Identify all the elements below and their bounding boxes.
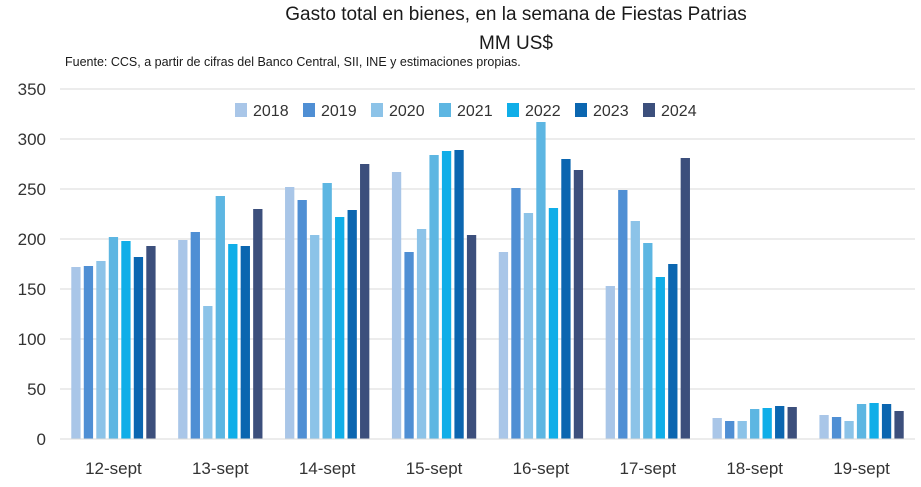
y-tick-label: 250: [18, 180, 46, 199]
bar: [561, 159, 571, 439]
bar: [573, 170, 584, 439]
y-tick-label: 200: [18, 230, 46, 249]
bar: [894, 411, 904, 439]
legend-label: 2022: [525, 103, 561, 120]
bar: [441, 151, 452, 439]
y-axis: 0 50 100 150 200 250 300 350: [18, 80, 46, 449]
bar: [83, 266, 94, 439]
legend-label: 2020: [389, 103, 425, 120]
x-tick-label: 15-sept: [406, 459, 463, 478]
y-tick-label: 100: [18, 330, 46, 349]
bar: [655, 277, 665, 439]
legend-swatch: [371, 103, 383, 117]
bar: [454, 150, 464, 439]
legend-swatch: [303, 103, 315, 117]
bar: [146, 246, 156, 439]
bar: [536, 122, 546, 439]
bar: [881, 404, 892, 439]
bar: [775, 406, 785, 439]
legend-swatch: [575, 103, 587, 117]
bar: [844, 421, 854, 439]
chart-title: Gasto total en bienes, en la semana de F…: [285, 4, 747, 25]
x-axis: 12-sept 13-sept 14-sept 15-sept 16-sept 17-se…: [60, 438, 915, 478]
legend-swatch: [507, 103, 519, 117]
bar: [71, 267, 81, 439]
bar: [668, 264, 678, 439]
bar: [869, 403, 879, 439]
bar: [360, 164, 370, 439]
bar: [404, 252, 414, 439]
bar: [511, 188, 521, 439]
bar: [347, 210, 357, 439]
bar: [416, 229, 427, 439]
chart-source: Fuente: CCS, a partir de cifras del Banc…: [65, 55, 521, 69]
y-tick-label: 350: [18, 80, 46, 99]
bar: [605, 286, 615, 439]
bar: [285, 187, 295, 439]
legend-label: 2019: [321, 103, 357, 120]
gridlines: [60, 88, 915, 390]
bar: [630, 221, 640, 439]
bar: [253, 209, 263, 439]
bar: [523, 213, 534, 439]
legend-label: 2018: [253, 103, 289, 120]
x-tick-label: 13-sept: [192, 459, 249, 478]
bar: [762, 408, 772, 439]
x-tick-label: 12-sept: [85, 459, 142, 478]
bar: [750, 409, 760, 439]
bar: [680, 158, 690, 439]
bar: [466, 235, 477, 439]
y-tick-label: 150: [18, 280, 46, 299]
bar: [819, 415, 829, 439]
x-tick-label: 16-sept: [513, 459, 570, 478]
bar: [498, 252, 509, 439]
chart-subtitle: MM US$: [479, 33, 553, 54]
y-tick-label: 50: [27, 380, 46, 399]
y-tick-label: 0: [37, 430, 46, 449]
bar: [429, 155, 439, 439]
legend-label: 2024: [661, 103, 697, 120]
x-tick-label: 18-sept: [726, 459, 783, 478]
y-tick-label: 300: [18, 130, 46, 149]
bar: [203, 306, 213, 439]
bar: [787, 407, 797, 439]
legend-swatch: [643, 103, 655, 117]
bar: [322, 183, 332, 439]
bar: [96, 261, 106, 439]
bar: [831, 417, 842, 439]
legend-swatch: [439, 103, 451, 117]
bar: [643, 243, 653, 439]
bar: [297, 200, 307, 439]
bar: [548, 208, 559, 439]
bar: [121, 241, 131, 439]
bar: [215, 196, 225, 439]
bar: [108, 237, 119, 439]
x-tick-label: 19-sept: [833, 459, 890, 478]
bars: [71, 122, 904, 439]
bar: [133, 257, 144, 439]
bar: [391, 172, 402, 439]
x-tick-label: 17-sept: [619, 459, 676, 478]
bar: [618, 190, 628, 439]
bar: [335, 217, 345, 439]
bar: [737, 421, 747, 439]
bar: [310, 235, 320, 439]
bar: [178, 240, 188, 439]
legend-label: 2021: [457, 103, 493, 120]
bar: [856, 404, 867, 439]
x-tick-label: 14-sept: [299, 459, 356, 478]
bar: [240, 246, 250, 439]
bar: [725, 421, 735, 439]
bar: [190, 232, 200, 439]
legend-swatch: [235, 103, 247, 117]
legend: 2018 2019 2020 2021 2022 2023 2024: [235, 103, 697, 120]
bar: [712, 418, 722, 439]
legend-label: 2023: [593, 103, 629, 120]
bar: [228, 244, 238, 439]
